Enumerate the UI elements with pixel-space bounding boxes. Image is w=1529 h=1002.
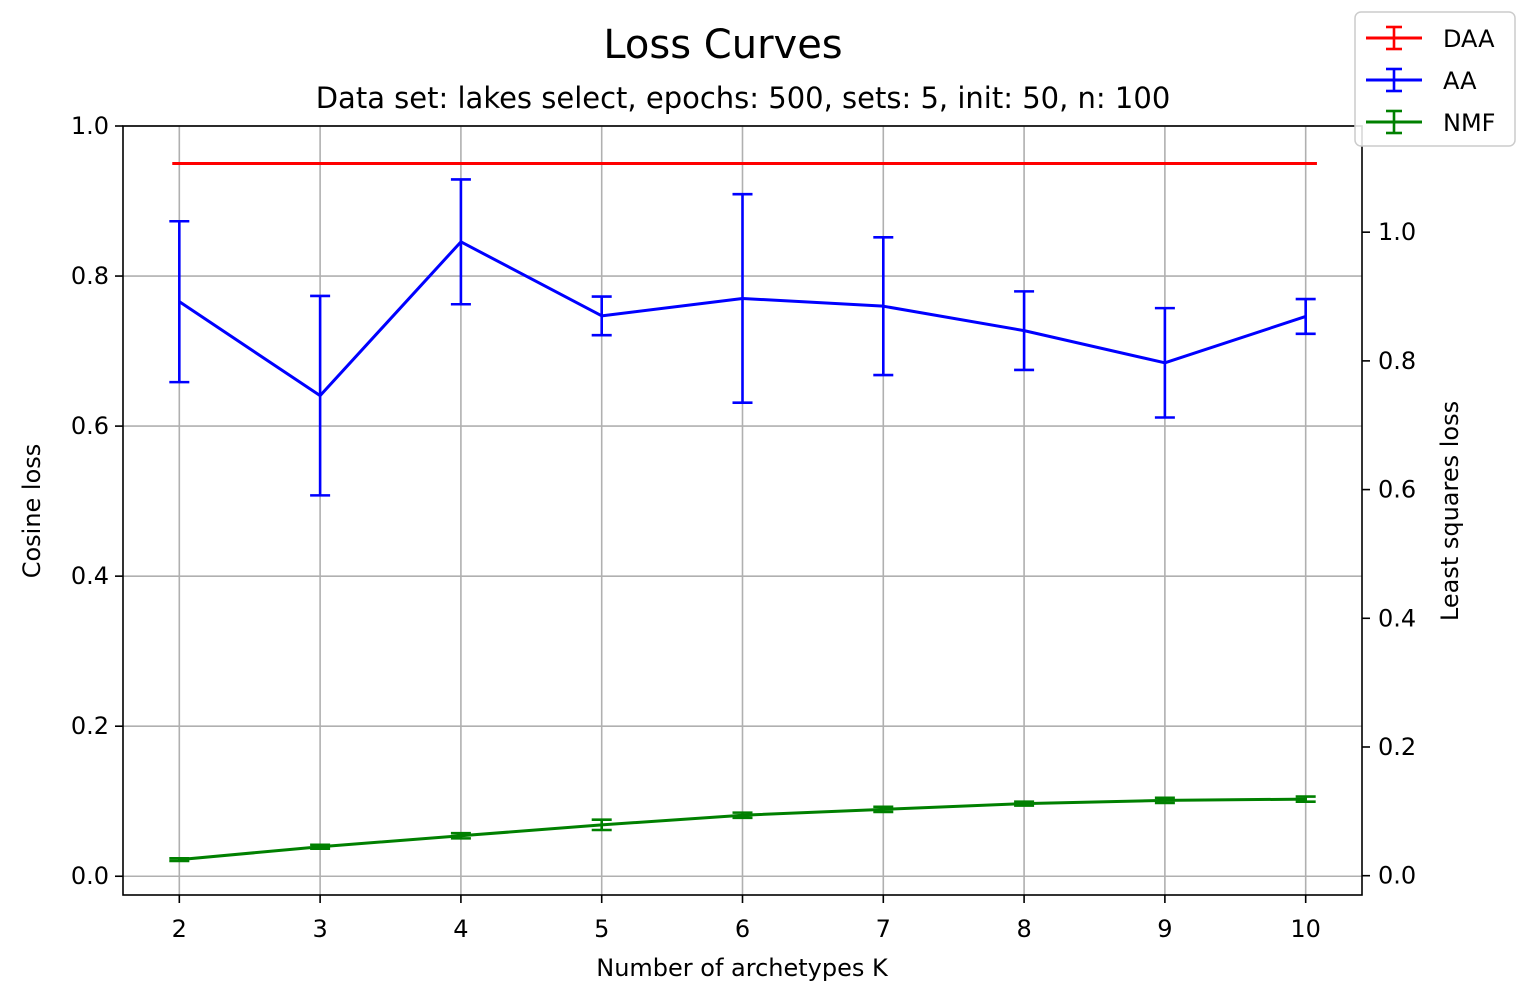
- error-bar: [1154, 796, 1175, 805]
- left-y-axis-ticks: 0.0 0.2 0.4 0.6 0.8 1.0: [71, 112, 123, 890]
- error-bar: [169, 857, 190, 863]
- x-tick-label: 10: [1290, 915, 1321, 943]
- error-bar: [873, 805, 894, 814]
- error-bar: [310, 843, 331, 850]
- error-bar: [310, 294, 331, 497]
- right-y-tick-label: 0.4: [1378, 604, 1416, 632]
- left-y-tick-label: 0.0: [71, 862, 109, 890]
- chart-title: Loss Curves: [603, 22, 842, 68]
- legend-label: AA: [1443, 67, 1477, 95]
- legend-entry-daa: DAA: [1366, 25, 1495, 53]
- legend-entry-aa: AA: [1366, 67, 1477, 95]
- legend-label: NMF: [1443, 109, 1495, 137]
- error-bar: [450, 831, 471, 840]
- left-y-tick-label: 0.8: [71, 262, 109, 290]
- error-bar: [450, 178, 471, 306]
- legend-label: DAA: [1443, 25, 1495, 53]
- error-bar: [1154, 306, 1175, 419]
- x-axis-ticks: 2 3 4 5 6 7 8 9 10: [172, 895, 1321, 943]
- x-axis-label: Number of archetypes K: [596, 954, 889, 982]
- error-bar: [873, 236, 894, 377]
- series-nmf: [169, 795, 1316, 863]
- error-bar: [169, 219, 190, 384]
- right-y-tick-label: 0.6: [1378, 476, 1416, 504]
- right-y-tick-label: 0.8: [1378, 347, 1416, 375]
- error-bar: [1014, 290, 1035, 372]
- x-tick-label: 6: [735, 915, 750, 943]
- error-bar: [591, 295, 612, 337]
- series-aa: [169, 178, 1316, 497]
- right-y-axis-label: Least squares loss: [1436, 401, 1464, 621]
- x-tick-label: 8: [1016, 915, 1031, 943]
- error-bar: [1014, 800, 1035, 807]
- left-y-tick-label: 0.2: [71, 712, 109, 740]
- x-tick-label: 2: [172, 915, 187, 943]
- legend: DAA AA NMF: [1354, 11, 1516, 147]
- right-y-axis-ticks: 0.0 0.2 0.4 0.6 0.8 1.0: [1362, 218, 1416, 890]
- error-bar: [1295, 795, 1316, 803]
- x-tick-label: 7: [876, 915, 891, 943]
- error-bar: [732, 192, 753, 405]
- x-tick-label: 4: [453, 915, 468, 943]
- left-y-axis-label: Cosine loss: [18, 444, 46, 579]
- right-y-tick-label: 1.0: [1378, 218, 1416, 246]
- x-tick-label: 5: [594, 915, 609, 943]
- error-bar: [591, 818, 612, 832]
- right-y-tick-label: 0.0: [1378, 862, 1416, 890]
- series-layer: [169, 162, 1317, 863]
- left-y-tick-label: 0.4: [71, 562, 109, 590]
- right-y-tick-label: 0.2: [1378, 733, 1416, 761]
- x-tick-label: 3: [312, 915, 327, 943]
- chart-subtitle: Data set: lakes select, epochs: 500, set…: [316, 81, 1171, 115]
- error-bar: [1295, 297, 1316, 336]
- left-y-tick-label: 1.0: [71, 112, 109, 140]
- error-bar: [732, 811, 753, 820]
- legend-entry-nmf: NMF: [1366, 109, 1495, 137]
- left-y-tick-label: 0.6: [71, 412, 109, 440]
- x-tick-label: 9: [1157, 915, 1172, 943]
